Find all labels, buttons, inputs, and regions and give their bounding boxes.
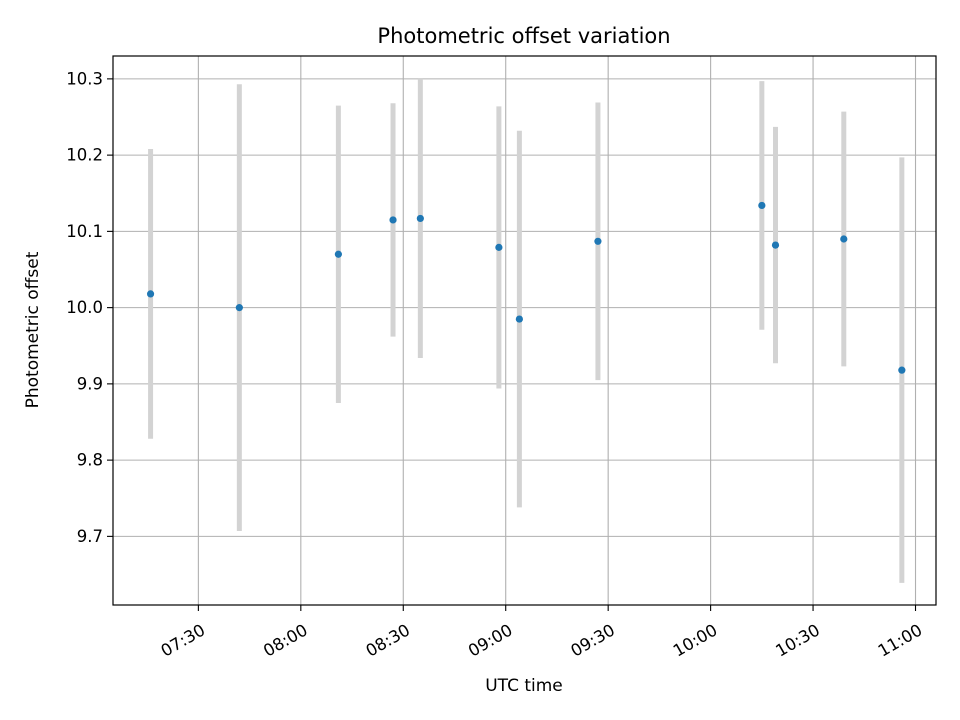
plot-frame [112, 55, 937, 606]
data-point [898, 366, 906, 374]
data-point [758, 201, 766, 210]
y-tick-label: 10.2 [66, 146, 103, 165]
y-tick-label: 10.3 [66, 69, 103, 88]
x-tick-label: 10:30 [772, 620, 823, 660]
y-tick-label: 9.9 [77, 374, 103, 393]
y-axis-label: Photometric offset [23, 251, 43, 408]
data-point [146, 290, 155, 298]
x-tick-label: 08:30 [363, 620, 414, 660]
data-point [235, 304, 243, 312]
error-bars [148, 78, 905, 583]
gridlines [113, 56, 936, 605]
x-axis-ticks: 07:30 08:00 08:30 09:00 09:30 10:00 10:30 11:00 [158, 605, 926, 661]
chart-title: Photometric offset variation [377, 24, 670, 48]
data-points [146, 201, 906, 374]
data-point [389, 216, 397, 224]
data-point [594, 237, 602, 245]
data-point [515, 315, 523, 323]
y-tick-label: 9.7 [77, 527, 103, 546]
data-point [771, 241, 780, 249]
y-tick-label: 10.0 [66, 298, 103, 317]
data-point [840, 235, 848, 243]
y-axis-ticks: 9.7 9.8 9.9 10.0 10.1 10.2 10.3 [66, 69, 113, 546]
x-tick-label: 07:30 [158, 620, 209, 660]
x-tick-label: 10:00 [670, 620, 721, 660]
x-axis-label: UTC time [485, 676, 563, 696]
x-tick-label: 09:30 [567, 620, 618, 660]
x-tick-label: 09:00 [465, 620, 516, 660]
y-tick-label: 9.8 [77, 451, 103, 470]
data-point [334, 250, 342, 258]
data-point [495, 243, 503, 251]
y-tick-label: 10.1 [66, 222, 103, 241]
x-tick-label: 11:00 [875, 620, 926, 660]
data-point [416, 214, 424, 223]
x-tick-label: 08:00 [260, 620, 311, 660]
